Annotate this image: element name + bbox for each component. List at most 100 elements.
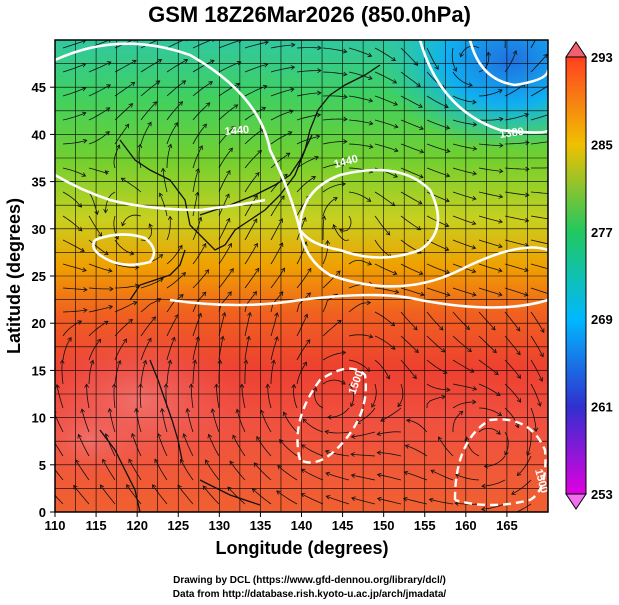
streamline-arrow (366, 197, 372, 202)
y-tick-label: 45 (32, 80, 46, 95)
streamline (270, 66, 295, 73)
streamline-arrow (239, 383, 245, 388)
streamline (397, 383, 404, 407)
streamline (356, 407, 376, 424)
streamline-arrow (454, 501, 459, 506)
streamline (426, 335, 446, 353)
streamline (478, 311, 496, 331)
streamline-arrow (47, 486, 51, 490)
streamline (530, 407, 537, 432)
streamline (166, 59, 188, 73)
streamline-arrow (499, 143, 504, 148)
streamline-arrow (167, 359, 173, 365)
streamline-arrow (516, 374, 521, 379)
streamline-arrow (467, 347, 472, 353)
streamline (452, 143, 477, 150)
streamline-arrow (226, 217, 231, 223)
streamline (296, 292, 311, 313)
streamline-arrow (471, 195, 477, 201)
streamline (478, 428, 501, 435)
streamline-arrow (107, 407, 113, 413)
streamline-arrow (262, 84, 268, 90)
streamline-arrow (445, 269, 451, 275)
streamline (208, 434, 220, 457)
streamline-arrow (468, 82, 473, 87)
streamline-arrow (524, 112, 530, 118)
streamline (105, 433, 116, 457)
streamline (380, 407, 402, 422)
streamline (75, 459, 90, 481)
streamline-arrow (256, 436, 261, 441)
streamline (452, 411, 464, 432)
streamline-arrow (227, 486, 232, 492)
streamline (377, 474, 402, 481)
streamline-arrow (128, 458, 133, 464)
streamline (400, 119, 424, 130)
streamline (88, 338, 102, 361)
colorbar-lower-arrow (565, 493, 587, 510)
streamline-arrow (445, 125, 451, 130)
streamline (348, 260, 372, 265)
streamline (405, 445, 428, 457)
streamline-arrow (550, 112, 554, 116)
streamline-arrow (236, 60, 242, 66)
streamline-arrow (131, 59, 137, 65)
streamline (426, 359, 448, 374)
streamline-arrow (205, 459, 210, 465)
streamline-arrow (104, 170, 110, 175)
streamline (481, 479, 506, 487)
streamline-arrow (343, 116, 348, 122)
streamline-arrow (317, 45, 322, 51)
streamline (192, 59, 215, 73)
streamline (339, 215, 352, 232)
streamline (55, 442, 64, 457)
streamline (114, 239, 134, 255)
streamline-arrow (350, 434, 356, 439)
streamline (426, 311, 444, 331)
streamline (426, 383, 450, 391)
streamline-arrow (324, 429, 330, 435)
streamline-arrow (498, 219, 503, 224)
streamline-arrow (471, 292, 477, 297)
streamline (114, 124, 130, 145)
contour-1440 (55, 42, 548, 288)
streamline-arrow (220, 335, 225, 341)
streamline (62, 320, 82, 337)
streamline (166, 216, 171, 241)
streamline-arrow (192, 359, 198, 364)
x-axis: 110 115 120 125 130 135 140 145 150 155 160 165 (45, 512, 518, 533)
streamline-arrow (278, 291, 284, 296)
streamline (140, 80, 160, 97)
streamline (114, 301, 138, 313)
streamline-arrow (280, 267, 286, 273)
streamline (227, 486, 246, 505)
streamline (426, 119, 450, 129)
streamline-arrow (147, 121, 152, 127)
streamline (62, 112, 86, 121)
streamline (302, 418, 324, 433)
streamline (296, 176, 316, 193)
streamline (478, 118, 503, 121)
streamline (61, 360, 64, 385)
streamline-arrow (167, 215, 173, 221)
streamline (140, 278, 164, 289)
streamline-arrow (413, 325, 418, 331)
streamline-arrow (274, 336, 279, 341)
streamline (140, 40, 159, 49)
streamline (113, 384, 116, 409)
x-tick-label: 155 (414, 518, 436, 533)
streamline-arrow (394, 289, 400, 295)
streamline-arrow (516, 398, 522, 403)
streamline-arrow (210, 408, 216, 413)
streamline-arrow (209, 59, 215, 64)
streamline (426, 167, 450, 177)
y-tick-label: 25 (32, 269, 46, 284)
streamline (88, 287, 113, 290)
streamline-arrow (105, 107, 111, 112)
streamline-arrow (414, 348, 419, 354)
streamline (400, 311, 418, 331)
streamline (166, 40, 185, 49)
streamline-arrow (80, 247, 85, 252)
streamline-arrow (278, 242, 284, 248)
streamline-arrow (499, 116, 504, 122)
